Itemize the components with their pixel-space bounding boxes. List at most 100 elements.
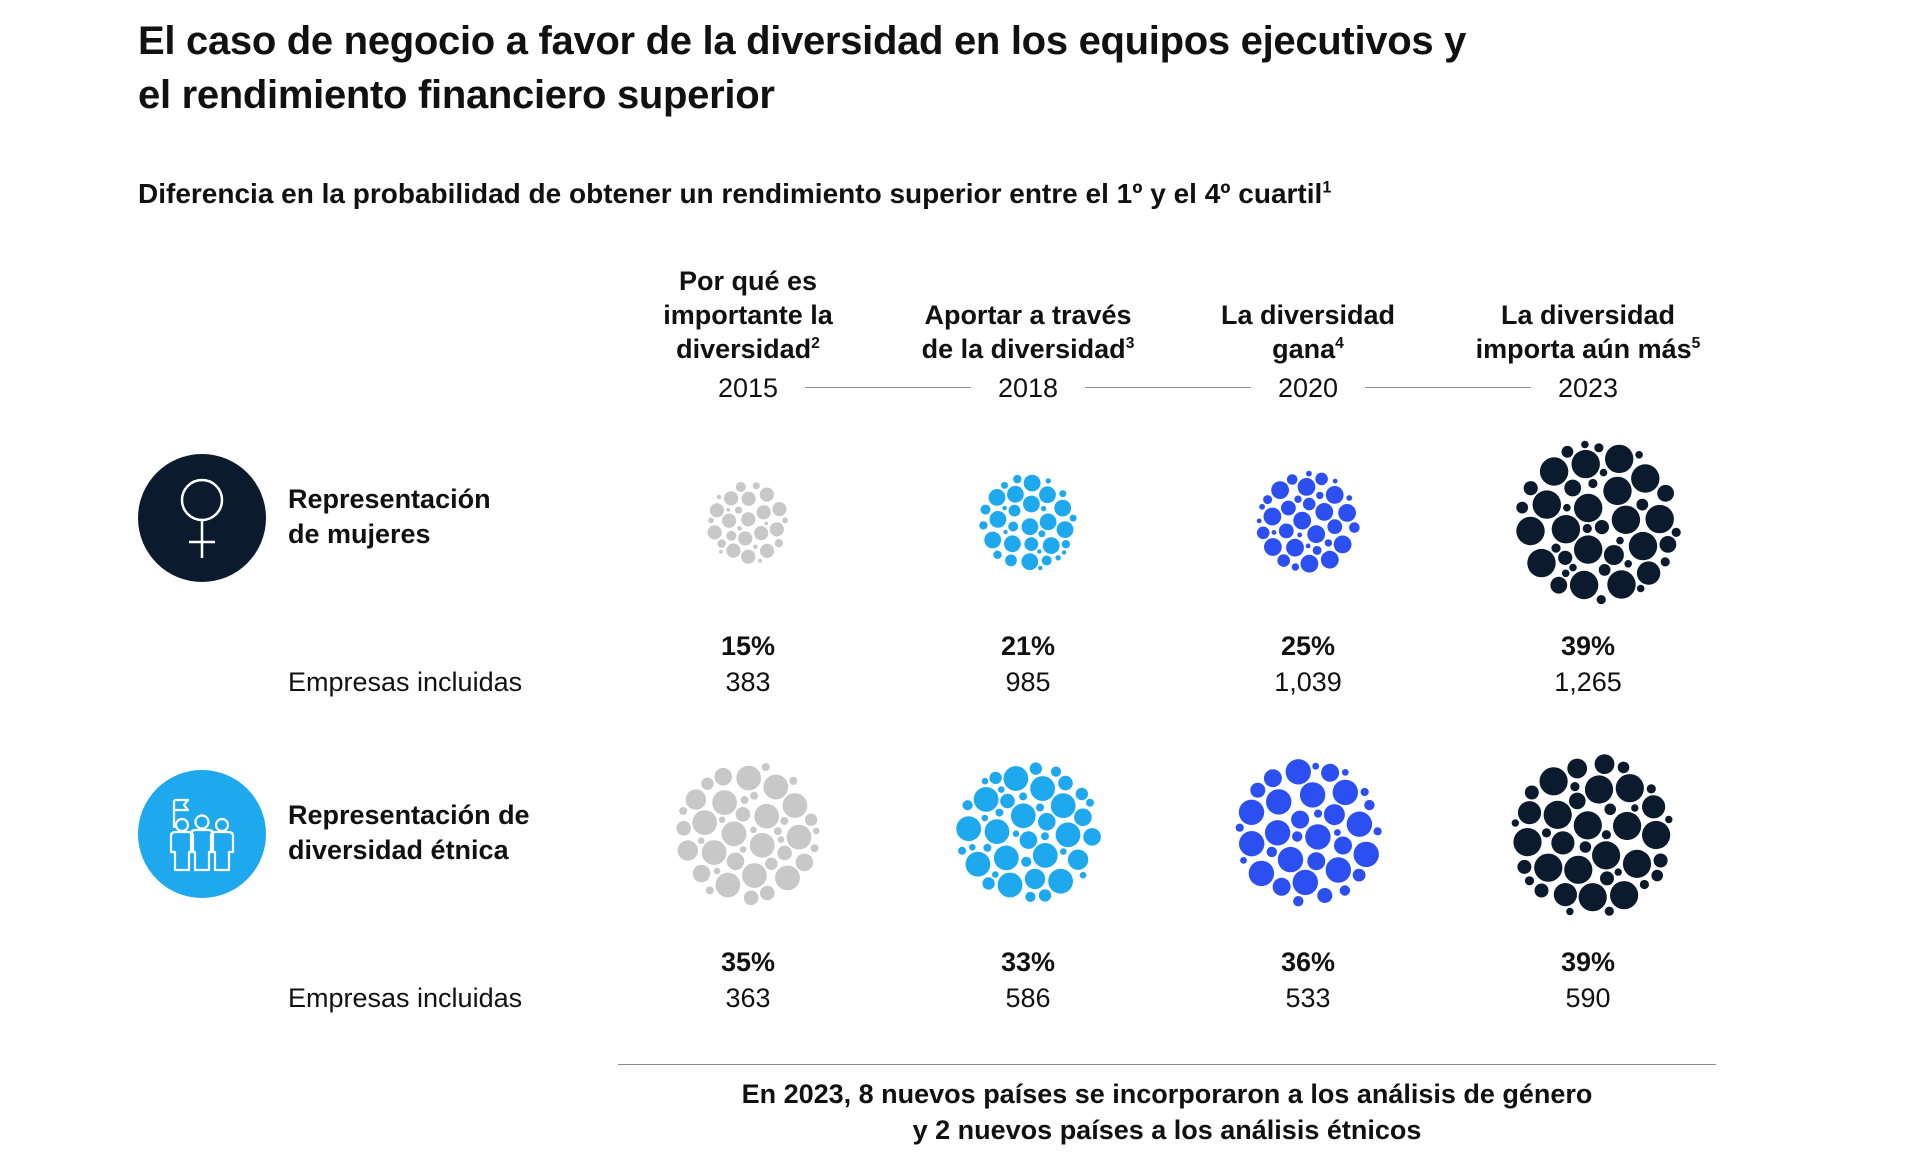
study-footnote: 2	[811, 335, 820, 352]
bubble-dot	[1360, 787, 1369, 797]
bubble-dot	[1300, 554, 1319, 573]
bubble-cluster-women-2023	[1516, 440, 1681, 605]
bubble-dot	[1631, 464, 1660, 493]
bubble-dot	[956, 816, 982, 842]
bubble-dot	[795, 853, 814, 872]
bubble-dot	[764, 521, 769, 526]
bubble-dot	[774, 539, 784, 548]
bubble-dot	[701, 840, 727, 865]
percentage-value: 36%	[1280, 947, 1336, 977]
bubble-dot	[1571, 449, 1600, 479]
bubble-dot	[724, 491, 739, 506]
bubble-dot	[741, 512, 756, 527]
bubble-dot	[1069, 514, 1077, 522]
bubble-dot	[685, 789, 707, 810]
bubble-dot	[1271, 481, 1289, 499]
bubble-dot	[1038, 813, 1056, 831]
bubble-dot	[1037, 549, 1042, 554]
companies-count: 590	[1565, 983, 1611, 1013]
bubble-dot	[742, 863, 767, 888]
bubble-dot	[1631, 804, 1639, 812]
year-label: 2023	[1557, 373, 1619, 403]
bubble-dot	[1601, 830, 1611, 840]
bubble-dot	[697, 837, 705, 845]
bubble-dot	[1617, 761, 1630, 774]
bubble-dot	[1543, 800, 1572, 829]
metric-ethnic-2020: 36% 533	[1198, 944, 1418, 1016]
bubble-dot	[1286, 474, 1298, 485]
bubble-cluster-women-2018	[979, 474, 1077, 571]
bubble-dot	[1007, 485, 1024, 503]
bubble-dot	[1000, 793, 1015, 809]
title-line-2: el rendimiento financiero superior	[138, 73, 775, 117]
bubble-dot	[1023, 495, 1040, 513]
bubble-dot	[1314, 809, 1323, 818]
bubble-dot	[717, 539, 726, 548]
bubble-dot	[782, 517, 788, 524]
bubble-dot	[715, 872, 741, 898]
chart-title: El caso de negocio a favor de la diversi…	[138, 14, 1638, 122]
bubble-dot	[989, 771, 1002, 785]
bubble-dot	[1250, 782, 1266, 798]
bubble-dot	[1534, 883, 1549, 898]
bubble-dot	[726, 852, 745, 871]
bubble-dot	[712, 790, 737, 815]
bubble-dot	[750, 826, 757, 834]
bubble-dot	[1305, 543, 1311, 549]
column-header-2018: Aportar a través de la diversidad3 2018	[898, 254, 1158, 410]
percentage-value: 21%	[1000, 631, 1056, 661]
bubble-dot	[1312, 545, 1322, 555]
bubble-dot	[1238, 799, 1265, 825]
bubble-dot	[988, 489, 1006, 506]
bubble-dot	[1038, 889, 1052, 902]
companies-label: Empresas incluidas	[288, 667, 523, 697]
bubble-dot	[1516, 516, 1545, 546]
bubble-dot	[1045, 478, 1051, 484]
bubble-dot	[754, 803, 780, 829]
bubble-dot	[1040, 505, 1047, 512]
bubble-dot	[1642, 820, 1671, 850]
bubble-dot	[1038, 565, 1043, 571]
bubble-dot	[1588, 478, 1598, 489]
bubble-dot	[1291, 563, 1300, 571]
bubble-dot	[1364, 799, 1375, 811]
bubble-dot	[1025, 891, 1036, 902]
bubble-dot	[1653, 853, 1668, 868]
bubble-dot	[1292, 869, 1318, 896]
bubble-dot	[1551, 831, 1575, 855]
companies-count: 363	[725, 983, 771, 1013]
bubble-dot	[1278, 523, 1294, 539]
companies-count: 533	[1285, 983, 1331, 1013]
bubble-dot	[1325, 857, 1351, 883]
bubble-dot	[676, 821, 691, 836]
bubble-dot	[1569, 570, 1599, 600]
bubble-dot	[726, 530, 737, 541]
bubble-dot	[750, 791, 759, 800]
bubble-dot	[761, 763, 770, 771]
bubble-dot	[1541, 828, 1552, 838]
bubble-dot	[1628, 531, 1658, 561]
bubble-dot	[777, 845, 792, 861]
bubble-dot	[780, 817, 789, 825]
bubble-dot	[734, 506, 743, 514]
metric-ethnic-2018: 33% 586	[918, 944, 1138, 1016]
bubble-dot	[1292, 831, 1303, 842]
bubble-dot	[1524, 785, 1539, 800]
row-label-line: Representación de	[288, 800, 530, 830]
bubble-dot	[1323, 804, 1345, 826]
bubble-dot	[1003, 529, 1008, 535]
bubble-dot	[719, 549, 723, 554]
bubble-dot	[1578, 883, 1607, 912]
bubble-dot	[1050, 793, 1076, 819]
bubble-dot	[1567, 758, 1588, 779]
bubble-dot	[1564, 855, 1593, 884]
bubble-dot	[1056, 521, 1074, 538]
bubble-dot	[1594, 754, 1615, 774]
metric-women-2018: 21% 985	[918, 628, 1138, 700]
subtitle-footnote: 1	[1322, 178, 1332, 197]
bubble-dot	[1636, 498, 1649, 511]
bubble-cluster-ethnic-2020	[1235, 759, 1382, 907]
bubble-dot	[1307, 525, 1326, 544]
bubble-dot	[1614, 868, 1622, 876]
bubble-dot	[1307, 852, 1326, 871]
